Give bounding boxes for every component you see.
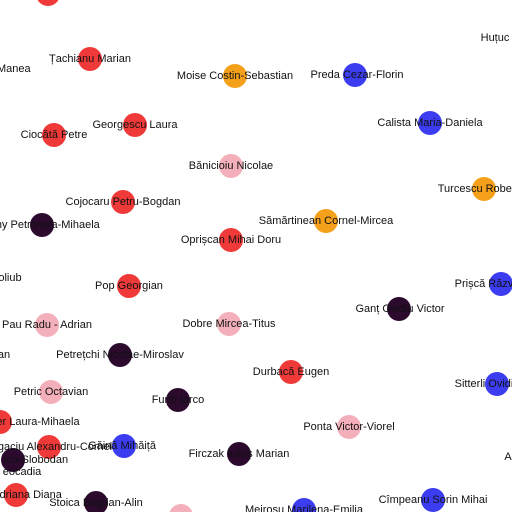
node-label: oliub: [0, 272, 22, 284]
graph-node[interactable]: [489, 272, 512, 296]
graph-node[interactable]: [421, 488, 445, 512]
node-label: Petric Octavian: [14, 386, 89, 398]
node-label: Ciocătă Petre: [21, 129, 88, 141]
graph-node[interactable]: [39, 380, 63, 404]
graph-node[interactable]: [37, 435, 61, 459]
node-label: Calista Maria-Daniela: [377, 117, 483, 129]
node-label: Meirosu Marilena-Emilia: [245, 504, 364, 512]
node-label: A: [504, 451, 512, 463]
node-label: Preda Cezar-Florin: [311, 69, 404, 81]
graph-node[interactable]: [108, 343, 132, 367]
graph-node[interactable]: [42, 123, 66, 147]
node-label: Turcescu Robert-N: [438, 183, 512, 195]
node-label: Petrețchi Nicolae-Miroslav: [56, 349, 184, 361]
graph-node[interactable]: [223, 64, 247, 88]
node-label: Găină Mihăiță: [88, 440, 157, 452]
graph-node[interactable]: [112, 434, 136, 458]
node-label: Stoica Bogdan-Alin: [49, 497, 143, 509]
graph-node[interactable]: [279, 360, 303, 384]
graph-node[interactable]: [84, 491, 108, 512]
graph-node[interactable]: [169, 504, 193, 512]
node-label: Georgescu Laura: [93, 119, 179, 131]
graph-node[interactable]: [1, 448, 25, 472]
node-label: Dobre Mircea-Titus: [182, 318, 276, 330]
node-label: Ganț Ovidiu Victor: [355, 303, 444, 315]
graph-node[interactable]: [337, 415, 361, 439]
node-label: Pau Radu - Adrian: [2, 319, 92, 331]
graph-node[interactable]: [217, 312, 241, 336]
graph-node[interactable]: [166, 388, 190, 412]
graph-node[interactable]: [343, 63, 367, 87]
graph-node[interactable]: [387, 297, 411, 321]
node-label: er Laura-Mihaela: [0, 416, 80, 428]
graph-node[interactable]: [111, 190, 135, 214]
graph-node[interactable]: [78, 47, 102, 71]
node-label: Durbacă Eugen: [253, 366, 329, 378]
node-label: Țachianu Marian: [49, 53, 131, 65]
node-label: an: [0, 349, 10, 361]
graph-node[interactable]: [30, 213, 54, 237]
node-label: kany Petronela-Mihaela: [0, 219, 101, 231]
node-labels: Huțuc -Manea Țachianu Marian Moise Costin-S…: [0, 32, 512, 512]
graph-node[interactable]: [485, 372, 509, 396]
graph-node[interactable]: [219, 154, 243, 178]
node-label: Prișcă Răzv: [455, 278, 512, 290]
node-label: Bănicioiu Nicolae: [189, 160, 273, 172]
graph-node[interactable]: [123, 113, 147, 137]
graph-node[interactable]: [35, 313, 59, 337]
node-label: Cîmpeanu Sorin Mihai: [379, 494, 488, 506]
node-label: Oprișcan Mihai Doru: [181, 234, 281, 246]
node-label: Huțuc: [481, 32, 510, 44]
node-label: Pop Georgian: [95, 280, 163, 292]
graph-node[interactable]: [36, 0, 60, 6]
node-label: Furio Iarco: [152, 394, 205, 406]
node-label: Ponta Victor-Viorel: [303, 421, 394, 433]
graph-node[interactable]: [292, 498, 316, 512]
node-label: ogaciu Alexandru-Cornel: [0, 441, 112, 453]
graph-node[interactable]: [117, 274, 141, 298]
node-label: Sămărtinean Cornel-Mircea: [259, 215, 394, 227]
node-label: -Manea: [0, 63, 32, 75]
graph-node[interactable]: [219, 228, 243, 252]
node-label: eocadia: [3, 466, 42, 478]
node-label: Cojocaru Petru-Bogdan: [66, 196, 181, 208]
graph-node[interactable]: [227, 442, 251, 466]
graph-node[interactable]: [314, 209, 338, 233]
node-label: icu-Slobodan: [4, 454, 68, 466]
graph-node[interactable]: [418, 111, 442, 135]
graph-node[interactable]: [472, 177, 496, 201]
graph-node[interactable]: [4, 483, 28, 507]
node-label: Sitterli Ovidi: [455, 378, 512, 390]
graph-node[interactable]: [0, 410, 12, 434]
node-label: Moise Costin-Sebastian: [177, 70, 293, 82]
node-label: Firczak Iuliuș Marian: [189, 448, 290, 460]
